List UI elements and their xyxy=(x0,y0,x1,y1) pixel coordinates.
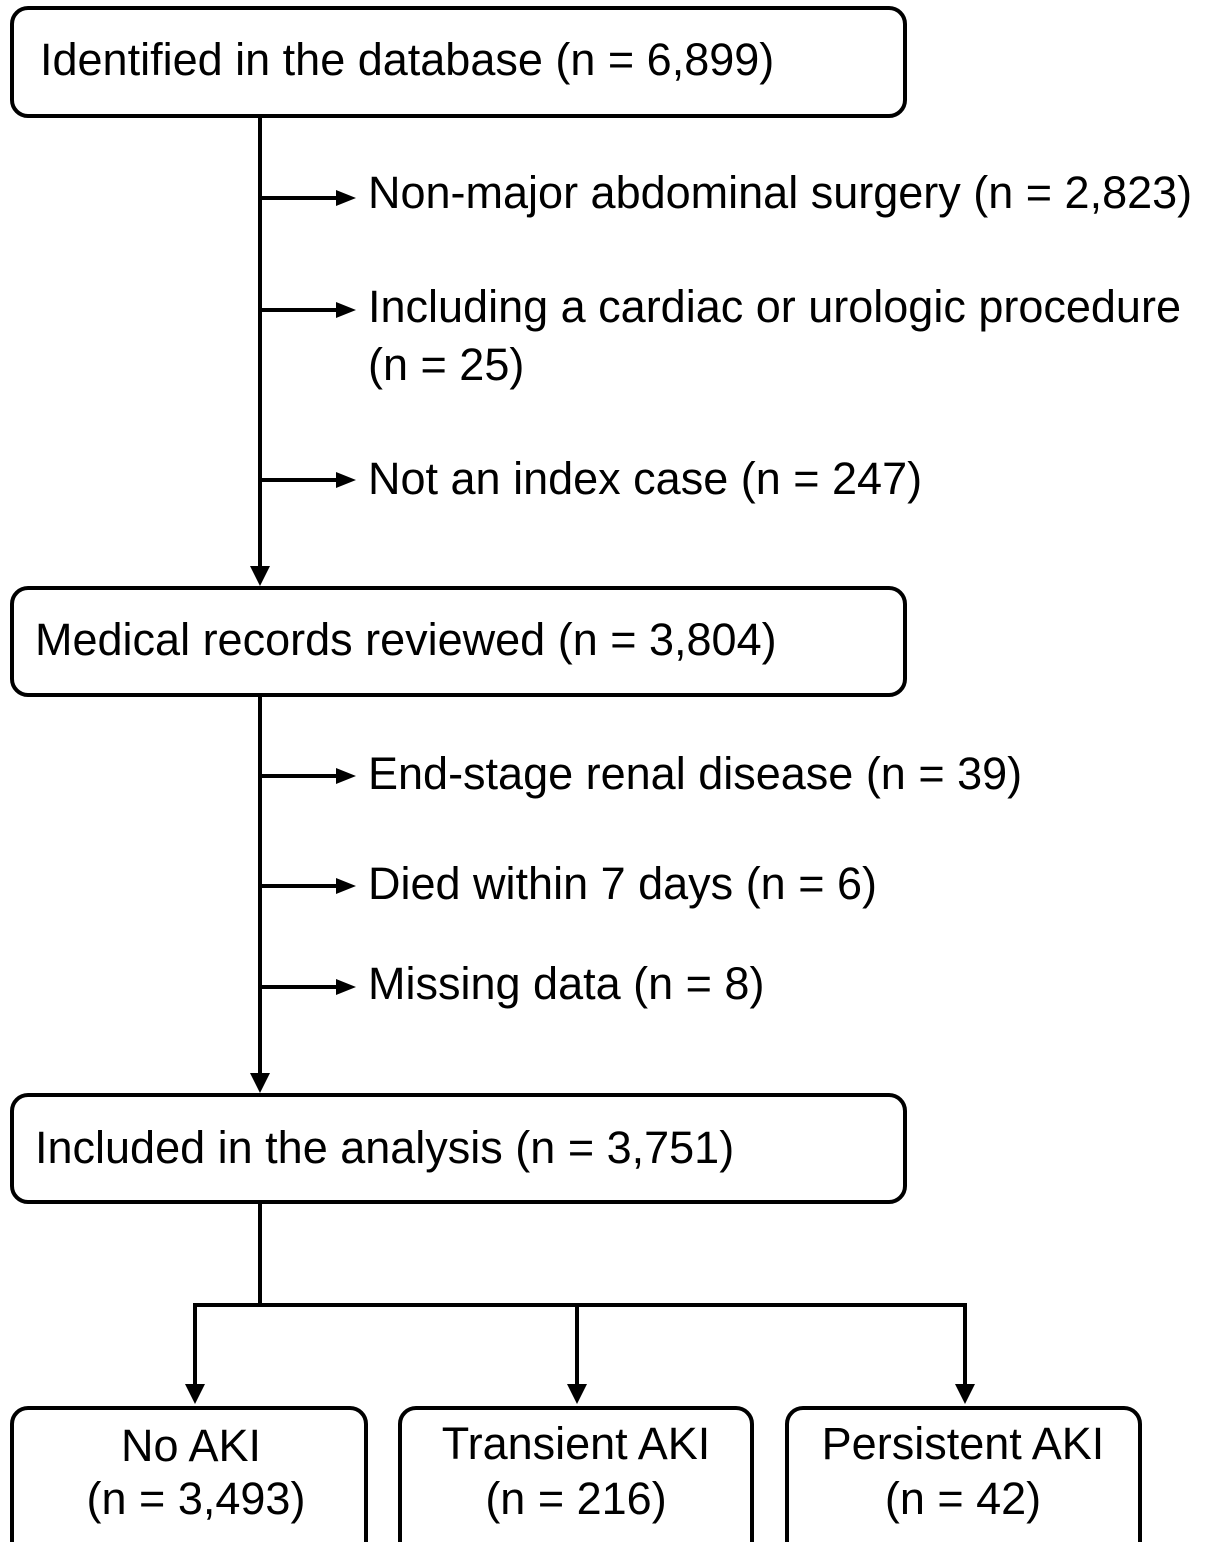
outcome-box xyxy=(785,1406,1142,1542)
arrowhead xyxy=(250,566,270,586)
outcome-label: Persistent AKI xyxy=(822,1418,1105,1469)
exclusion-label: End-stage renal disease (n = 39) xyxy=(368,748,1022,799)
exclusion-label: (n = 25) xyxy=(368,339,524,390)
outcome-label: (n = 42) xyxy=(885,1473,1041,1524)
exclusion-label: Non-major abdominal surgery (n = 2,823) xyxy=(368,167,1192,218)
box-label: Medical records reviewed (n = 3,804) xyxy=(35,614,777,665)
outcome-label: (n = 3,493) xyxy=(87,1473,306,1524)
outcome-label: No AKI xyxy=(121,1420,261,1471)
exclusion-label: Not an index case (n = 247) xyxy=(368,453,922,504)
outcome-box xyxy=(10,1406,368,1542)
outcome-label: (n = 216) xyxy=(485,1473,666,1524)
exclusion-arrows xyxy=(260,190,356,995)
box xyxy=(10,1093,907,1204)
split-connector xyxy=(185,1202,975,1404)
exclusion-label: Missing data (n = 8) xyxy=(368,958,764,1009)
exclusion-label: Died within 7 days (n = 6) xyxy=(368,858,877,909)
outcome-box xyxy=(398,1406,754,1542)
box xyxy=(10,6,907,118)
arrowhead xyxy=(250,1073,270,1093)
outcome-label: Transient AKI xyxy=(442,1418,710,1469)
box xyxy=(10,586,907,697)
exclusion-label: Including a cardiac or urologic procedur… xyxy=(368,281,1181,332)
box-label: Included in the analysis (n = 3,751) xyxy=(35,1122,734,1173)
box-label: Identified in the database (n = 6,899) xyxy=(40,34,774,85)
